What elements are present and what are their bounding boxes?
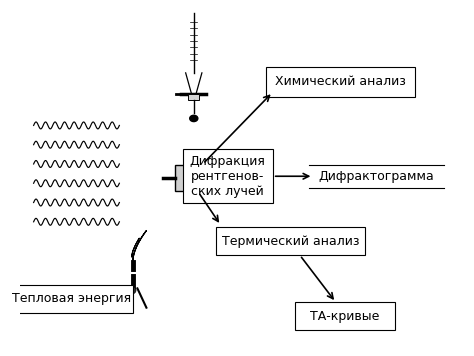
- Text: Термический анализ: Термический анализ: [222, 235, 359, 247]
- Text: ТА-кривые: ТА-кривые: [310, 310, 380, 323]
- FancyBboxPatch shape: [216, 227, 365, 255]
- FancyBboxPatch shape: [295, 302, 394, 330]
- Circle shape: [125, 286, 136, 294]
- Text: Тепловая энергия: Тепловая энергия: [12, 292, 132, 305]
- FancyBboxPatch shape: [183, 169, 205, 187]
- Circle shape: [190, 115, 198, 122]
- FancyBboxPatch shape: [11, 285, 133, 313]
- Text: Химический анализ: Химический анализ: [275, 75, 406, 88]
- FancyBboxPatch shape: [266, 67, 415, 96]
- Text: Дифрактограмма: Дифрактограмма: [319, 170, 434, 183]
- FancyBboxPatch shape: [182, 149, 273, 203]
- Text: Дифракция
рентгенов-
ских лучей: Дифракция рентгенов- ских лучей: [190, 155, 265, 198]
- FancyBboxPatch shape: [174, 165, 213, 191]
- FancyBboxPatch shape: [188, 94, 199, 100]
